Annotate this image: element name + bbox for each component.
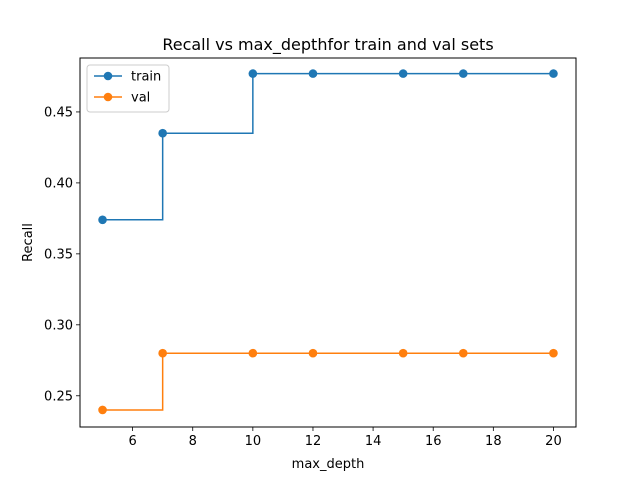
data-point-train — [308, 69, 318, 78]
series-line-val — [102, 352, 554, 411]
x-tick-label: 10 — [245, 434, 262, 449]
legend-label-val: val — [131, 91, 150, 106]
data-point-val — [398, 348, 408, 358]
x-tick-label: 18 — [485, 434, 502, 449]
y-tick-label: 0.25 — [44, 389, 73, 404]
x-tick-label: 16 — [425, 434, 442, 449]
y-ticks: 0.25 0.30 0.35 0.40 0.45 — [44, 105, 80, 404]
x-tick-label: 8 — [189, 434, 197, 449]
legend: train val — [86, 64, 170, 113]
data-point-val — [458, 348, 468, 358]
y-tick-label: 0.45 — [44, 105, 73, 120]
data-point-val — [158, 348, 167, 358]
data-point-train — [398, 69, 408, 78]
data-point-train — [158, 128, 167, 138]
data-point-train — [458, 69, 468, 78]
plot-frame — [79, 57, 577, 428]
data-point-val — [549, 348, 558, 358]
y-axis-label: Recall — [21, 223, 36, 262]
data-point-train — [98, 215, 107, 225]
x-tick-label: 20 — [545, 434, 562, 449]
x-tick-label: 12 — [305, 434, 322, 449]
y-tick-label: 0.35 — [44, 247, 73, 262]
x-axis-label: max_depth — [292, 457, 365, 472]
data-point-val — [308, 348, 318, 358]
legend-label-train: train — [131, 70, 161, 85]
data-point-train — [549, 69, 558, 78]
data-point-val — [248, 348, 258, 358]
x-ticks: 6 8 10 12 14 16 18 20 — [128, 427, 562, 449]
data-point-val — [98, 405, 107, 415]
chart-title: Recall vs max_depthfor train and val set… — [162, 35, 493, 55]
legend-marker-train — [103, 71, 113, 81]
x-tick-label: 6 — [128, 434, 136, 449]
y-tick-label: 0.40 — [44, 176, 73, 191]
plot-series — [98, 69, 558, 415]
x-tick-label: 14 — [365, 434, 382, 449]
legend-marker-val — [103, 92, 113, 102]
y-tick-label: 0.30 — [44, 318, 73, 333]
data-point-train — [248, 69, 258, 78]
